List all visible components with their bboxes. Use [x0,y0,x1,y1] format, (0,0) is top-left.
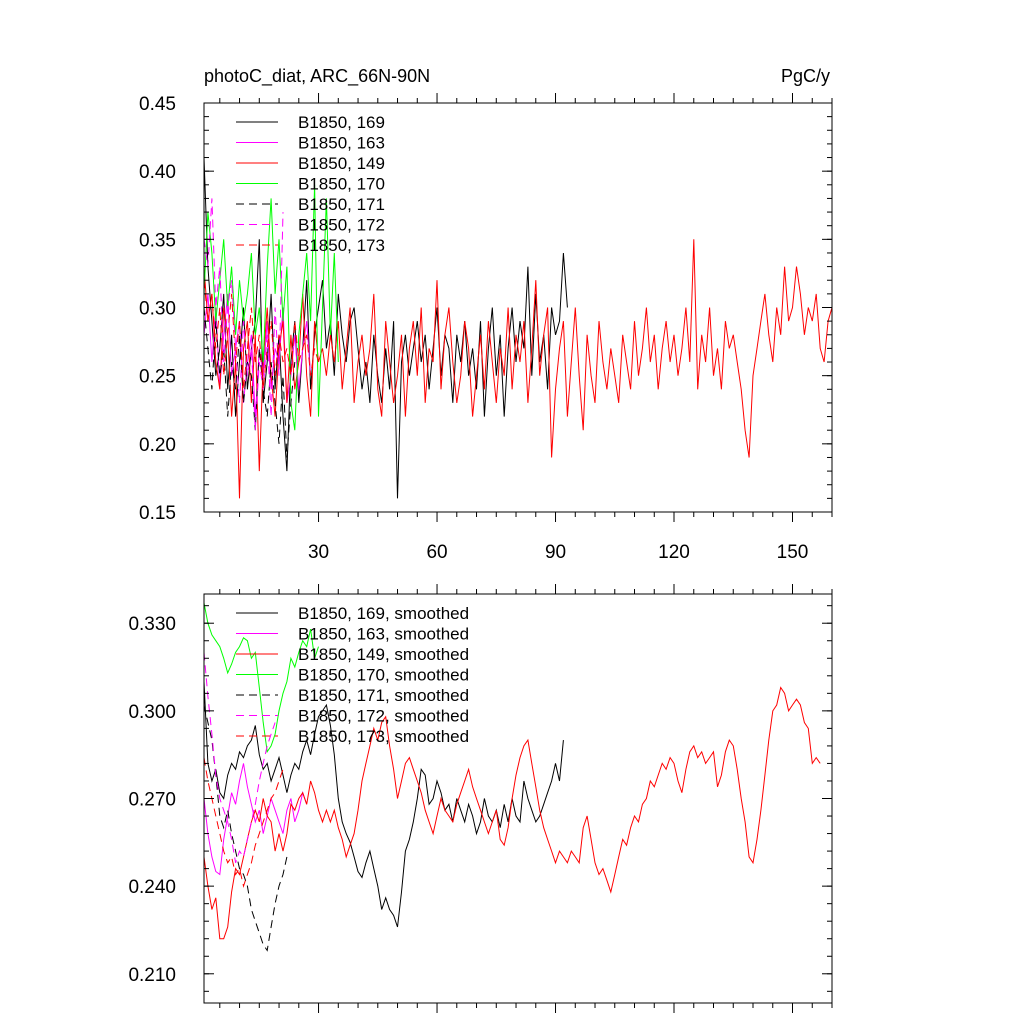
y-tick-label: 0.210 [128,965,176,986]
series-line-3 [204,239,832,499]
series-line-5 [204,307,296,458]
y-tick-label: 0.30 [139,299,176,320]
legend-label: B1850, 172 [298,216,385,235]
plot-area [204,602,821,952]
legend-label: B1850, 173 [298,236,385,255]
y-tick-label: 0.330 [128,614,176,635]
legend-label: B1850, 163 [298,134,385,153]
series-line-7 [204,757,284,888]
series-line-5 [204,704,288,952]
y-tick-label: 0.240 [128,877,176,898]
series-line-6 [204,198,284,431]
y-tick-label: 0.270 [128,790,176,811]
series-line-7 [204,280,319,390]
series-line-4 [204,184,339,431]
axis-ticks: 0.210 0.240 0.270 0.300 0.330 [128,584,833,1013]
y-tick-label: 0.300 [128,702,176,723]
y-tick-label: 0.15 [139,503,176,524]
x-tick-label: 60 [426,542,447,563]
series-line-3 [204,686,821,940]
legend-label: B1850, 173, smoothed [298,727,469,746]
legend-label: B1850, 172, smoothed [298,707,469,726]
legend-label: B1850, 149 [298,154,385,173]
top-panel: photoC_diat, ARC_66N-90N PgC/y 0.150.200… [139,66,833,563]
x-tick-label: 120 [658,542,690,563]
series-line-4 [204,602,319,754]
y-tick-label: 0.40 [139,162,176,183]
series-line-2 [204,763,308,876]
plot-area [204,157,832,499]
legend-label: B1850, 149, smoothed [298,645,469,664]
legend: B1850, 169, smoothed B1850, 163, smoothed… [236,604,469,746]
series-line-1 [204,157,568,499]
plot-frame [203,593,833,1004]
legend-label: B1850, 170 [298,175,385,194]
legend-label: B1850, 171, smoothed [298,686,469,705]
legend-label: B1850, 169, smoothed [298,604,469,623]
x-tick-label: 90 [545,542,566,563]
bottom-panel: 0.210 0.240 0.270 0.300 0.330 B1850, 169, sm… [128,584,833,1013]
series-line-1 [204,681,564,928]
x-tick-label: 30 [308,542,329,563]
y-tick-label: 0.35 [139,230,176,251]
x-tick-label: 150 [777,542,809,563]
legend-label: B1850, 163, smoothed [298,625,469,644]
chart-title: photoC_diat, ARC_66N-90N [204,66,430,87]
legend-label: B1850, 169 [298,113,385,132]
y-tick-label: 0.25 [139,367,176,388]
series-line-6 [204,652,276,863]
legend-label: B1850, 170, smoothed [298,666,469,685]
chart-units: PgC/y [781,66,830,86]
y-tick-label: 0.20 [139,435,176,456]
plot-frame [203,102,833,513]
legend-label: B1850, 171 [298,195,385,214]
axis-ticks: 0.15 0.20 0.25 0.30 0.35 0.40 0.45 30 60 90 120 150 [139,93,833,563]
y-tick-label: 0.45 [139,94,176,115]
